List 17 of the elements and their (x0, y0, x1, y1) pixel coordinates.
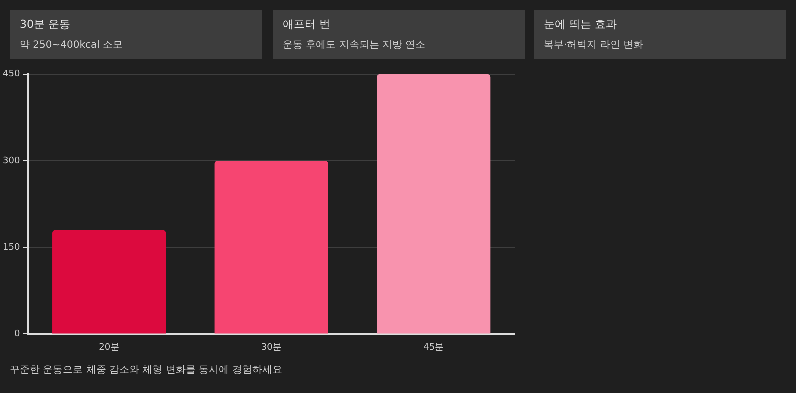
text: 애프터 번 (283, 17, 332, 32)
text: 눈에 띄는 효과 (544, 17, 618, 32)
bar (52, 230, 166, 334)
text: 약 250~400kcal 소모 (20, 39, 124, 52)
bar (377, 74, 491, 334)
text: 30분 운동 (20, 17, 72, 32)
x-tick-label: 30분 (261, 342, 282, 353)
y-tick-label: 450 (2, 70, 20, 80)
y-tick-label: 150 (2, 242, 20, 253)
x-tick-label: 45분 (424, 342, 444, 353)
bar (214, 161, 328, 334)
text: 운동 후에도 지속되는 지방 연소 (283, 39, 427, 52)
y-tick-label: 300 (2, 156, 20, 166)
x-tick-label: 20분 (99, 342, 120, 353)
y-tick-label: 0 (14, 330, 20, 340)
text: 복부·허벅지 라인 변화 (544, 39, 645, 52)
text: 꾸준한 운동으로 체중 감소와 체형 변화를 동시에 경험하세요 (10, 364, 282, 377)
